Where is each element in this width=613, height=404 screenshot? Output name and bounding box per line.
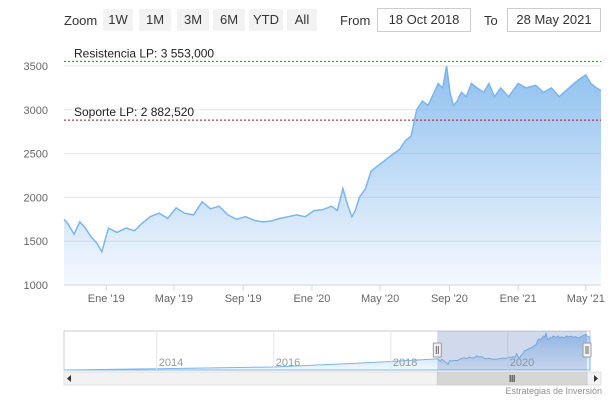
x-tick-label: May '20: [361, 293, 399, 305]
x-tick-label: Ene '21: [500, 293, 537, 305]
support-label: Soporte LP: 2 882,520: [74, 105, 194, 119]
from-date-input[interactable]: 18 Oct 2018: [377, 8, 471, 32]
navigator-selected-range[interactable]: [437, 331, 587, 370]
x-tick-label: Ene '20: [293, 293, 330, 305]
x-tick-label: May '21: [567, 293, 605, 305]
series-area: [64, 66, 601, 285]
series-line: [63, 65, 602, 254]
navigator-series: [63, 332, 591, 371]
from-label: From: [340, 13, 371, 28]
range-button-ytd[interactable]: YTD: [249, 9, 283, 31]
range-selector-toolbar: Zoom 1W 1M 3M 6M YTD All From 18 Oct 201…: [0, 0, 613, 40]
resistance-label: Resistencia LP: 3 553,000: [74, 46, 214, 60]
y-tick-label: 3000: [24, 105, 48, 117]
navigator-tick-label: 2016: [276, 357, 300, 369]
scroll-right-arrow-icon[interactable]: [594, 375, 598, 382]
range-button-6m[interactable]: 6M: [213, 9, 245, 31]
x-tick-label: Sep '19: [225, 293, 262, 305]
x-tick-label: Ene '19: [88, 293, 125, 305]
range-button-1w[interactable]: 1W: [103, 9, 133, 31]
x-tick-label: May '19: [155, 293, 193, 305]
navigator-left-handle[interactable]: [432, 342, 442, 358]
y-tick-label: 2500: [24, 149, 48, 161]
chart-credit: Estrategias de Inversión: [505, 386, 602, 396]
to-date-input[interactable]: 28 May 2021: [507, 8, 601, 32]
navigator-tick-label: 2018: [393, 357, 417, 369]
y-tick-label: 1500: [24, 236, 48, 248]
y-tick-label: 1000: [24, 280, 48, 292]
navigator-right-handle[interactable]: [582, 342, 592, 358]
scroll-left-arrow-icon[interactable]: [67, 375, 71, 382]
navigator-tick-label: 2014: [159, 357, 183, 369]
y-tick-label: 3500: [24, 61, 48, 73]
y-tick-label: 2000: [24, 192, 48, 204]
to-label: To: [484, 13, 498, 28]
range-button-3m[interactable]: 3M: [177, 9, 209, 31]
x-tick-label: Sep '20: [431, 293, 468, 305]
range-button-all[interactable]: All: [287, 9, 317, 31]
zoom-label: Zoom: [64, 13, 98, 28]
range-button-1m[interactable]: 1M: [139, 9, 171, 31]
